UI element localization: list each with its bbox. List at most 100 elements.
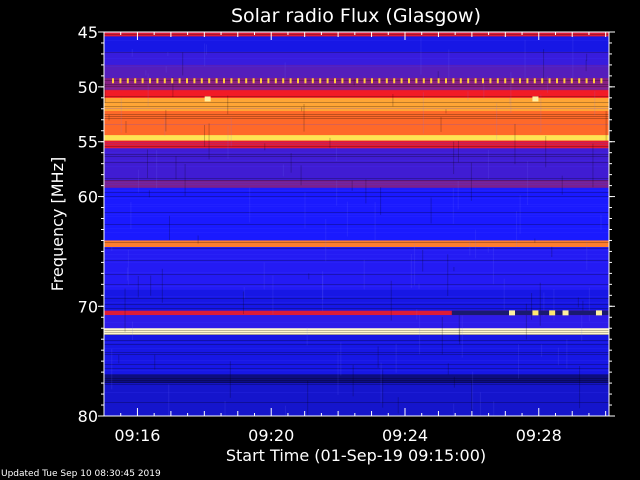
noise-streak (594, 90, 596, 116)
dot-mark (215, 78, 218, 84)
noise-streak (519, 195, 521, 234)
noise-streak (303, 104, 305, 132)
noise-streak (131, 321, 133, 341)
dot-mark (112, 78, 114, 84)
noise-streak (392, 94, 394, 107)
dot-mark (467, 78, 470, 84)
noise-streak (168, 384, 170, 416)
noise-streak (493, 401, 495, 416)
noise-streak (572, 36, 574, 79)
noise-streak (397, 397, 399, 414)
noise-streak (418, 283, 420, 289)
noise-row (104, 344, 609, 345)
noise-streak (165, 109, 167, 132)
dot-mark (585, 78, 588, 84)
band-14 (104, 247, 609, 291)
noise-streak (353, 78, 355, 86)
noise-streak (131, 49, 133, 57)
noise-streak (581, 314, 583, 342)
dot-mark (260, 78, 262, 84)
dot-mark (533, 78, 536, 84)
noise-row (104, 216, 609, 217)
dot-mark (363, 78, 366, 84)
band-0 (104, 32, 609, 37)
noise-streak (148, 190, 150, 198)
band-3 (104, 64, 609, 79)
noise-streak (496, 103, 498, 140)
noise-streak (137, 169, 139, 193)
burst-4 (549, 310, 556, 316)
noise-streak (147, 73, 149, 107)
noise-streak (351, 180, 353, 191)
dot-mark (297, 78, 299, 84)
burst-1 (532, 96, 539, 102)
noise-streak (471, 380, 473, 416)
noise-streak (453, 141, 455, 175)
dot-mark (496, 78, 499, 84)
noise-row (104, 144, 609, 145)
noise-row (104, 142, 609, 143)
noise-streak (390, 280, 392, 321)
noise-row (104, 322, 609, 323)
noise-streak (365, 179, 367, 204)
noise-streak (300, 165, 302, 186)
noise-streak (527, 161, 529, 206)
noise-streak (208, 123, 210, 160)
noise-streak (487, 149, 489, 179)
noise-streak (547, 76, 549, 93)
band-20 (104, 374, 609, 384)
noise-row (104, 148, 609, 149)
dot-mark (230, 78, 233, 84)
dot-mark (141, 78, 144, 84)
band-6 (104, 97, 609, 112)
noise-row (104, 40, 609, 41)
dot-mark (356, 78, 359, 84)
noise-row (104, 184, 609, 185)
noise-row (104, 258, 609, 259)
noise-streak (543, 49, 545, 84)
noise-row (104, 368, 609, 369)
noise-streak (457, 140, 459, 163)
dot-mark (400, 78, 403, 84)
noise-row (104, 124, 609, 125)
band-11 (104, 180, 609, 189)
dot-mark (371, 78, 373, 84)
band-21 (104, 383, 609, 416)
dot-mark (511, 78, 514, 84)
noise-streak (120, 98, 122, 133)
noise-streak (230, 117, 232, 147)
noise-streak (516, 211, 518, 248)
dot-mark (445, 78, 447, 84)
noise-row (104, 370, 609, 371)
noise-row (104, 178, 609, 179)
dot-mark (437, 78, 440, 84)
noise-row (104, 106, 609, 107)
noise-streak (514, 123, 516, 165)
dot-mark (378, 78, 381, 84)
x-tick-label: 09:28 (516, 426, 562, 445)
noise-streak (337, 351, 339, 395)
noise-row (104, 248, 609, 249)
noise-streak (541, 344, 543, 357)
dot-mark (519, 78, 521, 84)
noise-streak (304, 192, 306, 229)
dot-mark (385, 78, 388, 84)
noise-row (104, 214, 609, 215)
noise-streak (325, 219, 327, 262)
noise-row (104, 354, 609, 355)
dot-mark (304, 78, 307, 84)
dot-mark (223, 78, 225, 84)
noise-row (104, 352, 609, 353)
noise-streak (150, 275, 152, 296)
band-9 (104, 140, 609, 149)
noise-streak (457, 181, 459, 210)
noise-streak (336, 180, 338, 206)
dot-mark (393, 78, 396, 84)
noise-streak (453, 376, 455, 388)
dot-mark (311, 78, 314, 84)
noise-row (104, 86, 609, 87)
noise-streak (557, 347, 559, 366)
noise-row (104, 272, 609, 273)
noise-streak (531, 293, 533, 320)
noise-streak (204, 43, 206, 67)
